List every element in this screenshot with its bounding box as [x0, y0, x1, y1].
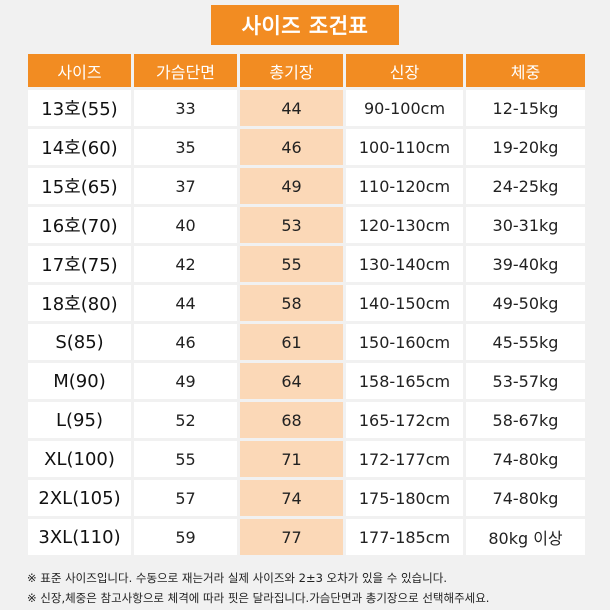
- cell-chest: 44: [134, 285, 237, 321]
- cell-chest: 52: [134, 402, 237, 438]
- cell-weight: 39-40kg: [466, 246, 585, 282]
- cell-size: 17호(75): [28, 246, 131, 282]
- cell-height: 140-150cm: [346, 285, 463, 321]
- table-row: 13호(55) 33 44 90-100cm 12-15kg: [28, 90, 585, 126]
- cell-size: 18호(80): [28, 285, 131, 321]
- cell-length: 77: [240, 519, 343, 555]
- table-row: M(90) 49 64 158-165cm 53-57kg: [28, 363, 585, 399]
- cell-height: 172-177cm: [346, 441, 463, 477]
- column-header-weight: 체중: [466, 54, 585, 87]
- cell-length: 44: [240, 90, 343, 126]
- cell-length: 58: [240, 285, 343, 321]
- cell-weight: 30-31kg: [466, 207, 585, 243]
- footnotes: ※ 표준 사이즈입니다. 수동으로 재는거라 실제 사이즈와 2±3 오차가 있…: [27, 568, 597, 608]
- cell-length: 46: [240, 129, 343, 165]
- cell-height: 150-160cm: [346, 324, 463, 360]
- table-row: 16호(70) 40 53 120-130cm 30-31kg: [28, 207, 585, 243]
- footnote: ※ 신장,체중은 참고사항으로 체격에 따라 핏은 달라집니다.가슴단면과 총기…: [27, 591, 490, 605]
- cell-weight: 74-80kg: [466, 441, 585, 477]
- cell-weight: 74-80kg: [466, 480, 585, 516]
- cell-chest: 35: [134, 129, 237, 165]
- cell-size: 13호(55): [28, 90, 131, 126]
- cell-weight: 19-20kg: [466, 129, 585, 165]
- cell-length: 55: [240, 246, 343, 282]
- cell-height: 120-130cm: [346, 207, 463, 243]
- cell-length: 74: [240, 480, 343, 516]
- cell-length: 49: [240, 168, 343, 204]
- table-row: 18호(80) 44 58 140-150cm 49-50kg: [28, 285, 585, 321]
- cell-chest: 40: [134, 207, 237, 243]
- cell-length: 53: [240, 207, 343, 243]
- table-header-row: 사이즈 가슴단면 총기장 신장 체중: [28, 54, 585, 87]
- cell-length: 64: [240, 363, 343, 399]
- cell-weight: 24-25kg: [466, 168, 585, 204]
- cell-size: 2XL(105): [28, 480, 131, 516]
- cell-height: 165-172cm: [346, 402, 463, 438]
- cell-size: M(90): [28, 363, 131, 399]
- cell-chest: 46: [134, 324, 237, 360]
- cell-height: 130-140cm: [346, 246, 463, 282]
- table-row: 3XL(110) 59 77 177-185cm 80kg 이상: [28, 519, 585, 555]
- cell-chest: 49: [134, 363, 237, 399]
- cell-height: 177-185cm: [346, 519, 463, 555]
- cell-height: 100-110cm: [346, 129, 463, 165]
- column-header-height: 신장: [346, 54, 463, 87]
- table-row: 14호(60) 35 46 100-110cm 19-20kg: [28, 129, 585, 165]
- cell-height: 158-165cm: [346, 363, 463, 399]
- cell-weight: 58-67kg: [466, 402, 585, 438]
- cell-size: S(85): [28, 324, 131, 360]
- cell-length: 61: [240, 324, 343, 360]
- cell-weight: 53-57kg: [466, 363, 585, 399]
- cell-length: 68: [240, 402, 343, 438]
- column-header-length: 총기장: [240, 54, 343, 87]
- cell-height: 110-120cm: [346, 168, 463, 204]
- footnote: ※ 표준 사이즈입니다. 수동으로 재는거라 실제 사이즈와 2±3 오차가 있…: [27, 571, 447, 585]
- cell-weight: 80kg 이상: [466, 519, 585, 555]
- cell-chest: 55: [134, 441, 237, 477]
- cell-chest: 37: [134, 168, 237, 204]
- table-row: 15호(65) 37 49 110-120cm 24-25kg: [28, 168, 585, 204]
- table-row: L(95) 52 68 165-172cm 58-67kg: [28, 402, 585, 438]
- cell-length: 71: [240, 441, 343, 477]
- cell-chest: 42: [134, 246, 237, 282]
- cell-chest: 57: [134, 480, 237, 516]
- column-header-size: 사이즈: [28, 54, 131, 87]
- cell-size: L(95): [28, 402, 131, 438]
- cell-weight: 45-55kg: [466, 324, 585, 360]
- cell-height: 90-100cm: [346, 90, 463, 126]
- cell-height: 175-180cm: [346, 480, 463, 516]
- cell-weight: 49-50kg: [466, 285, 585, 321]
- cell-size: 3XL(110): [28, 519, 131, 555]
- table-body: 13호(55) 33 44 90-100cm 12-15kg 14호(60) 35 46 100…: [28, 90, 585, 555]
- cell-weight: 12-15kg: [466, 90, 585, 126]
- cell-size: 14호(60): [28, 129, 131, 165]
- size-chart-table: 사이즈 가슴단면 총기장 신장 체중 13호(55) 33 44 90-100cm 12…: [25, 51, 588, 558]
- page-title: 사이즈 조건표: [211, 5, 399, 45]
- cell-size: 15호(65): [28, 168, 131, 204]
- column-header-chest: 가슴단면: [134, 54, 237, 87]
- cell-size: 16호(70): [28, 207, 131, 243]
- cell-chest: 33: [134, 90, 237, 126]
- table-row: 17호(75) 42 55 130-140cm 39-40kg: [28, 246, 585, 282]
- table-row: 2XL(105) 57 74 175-180cm 74-80kg: [28, 480, 585, 516]
- cell-size: XL(100): [28, 441, 131, 477]
- table-row: XL(100) 55 71 172-177cm 74-80kg: [28, 441, 585, 477]
- table-row: S(85) 46 61 150-160cm 45-55kg: [28, 324, 585, 360]
- cell-chest: 59: [134, 519, 237, 555]
